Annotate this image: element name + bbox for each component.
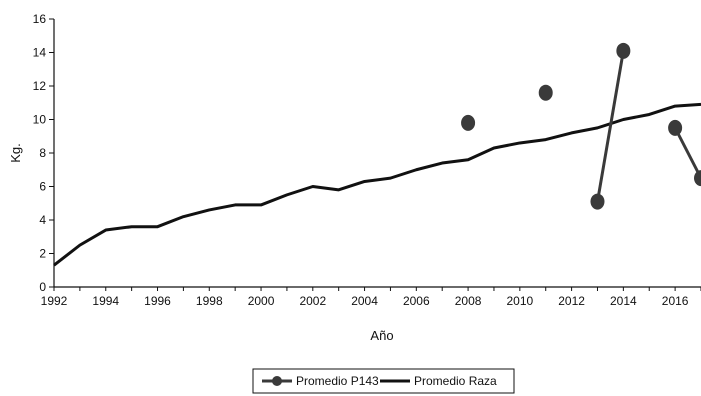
x-tick-label: 2000 [248,294,275,308]
data-point-promedio-p143 [694,170,701,187]
series-line-promedio-p143 [673,127,701,179]
x-tick-label: 2002 [299,294,326,308]
legend-box [252,368,515,394]
legend: Promedio P143 Promedio Raza [252,368,515,394]
x-tick-label: 1992 [41,294,68,308]
y-tick-label: 16 [33,12,47,26]
data-point-promedio-p143 [668,119,683,136]
x-tick-label: 2016 [662,294,689,308]
data-point-promedio-p143 [461,114,476,131]
data-point-promedio-p143 [538,84,553,101]
data-point-promedio-p143 [590,193,605,210]
x-tick-label: 2012 [558,294,585,308]
y-tick-label: 4 [39,213,46,227]
y-tick-label: 12 [33,79,47,93]
y-tick-label: 0 [39,280,46,294]
x-tick-label: 1994 [92,294,119,308]
y-axis-title: Kg. [8,143,23,163]
y-tick-label: 10 [33,113,47,127]
y-tick-label: 2 [39,247,46,261]
x-tick-label: 1998 [196,294,223,308]
y-tick-label: 8 [39,146,46,160]
axes: 0 2 4 6 8 10 12 14 16 1992 1994 1996 1998 2000 2002 200… [33,12,701,308]
y-tick-label: 6 [39,180,46,194]
series-line-promedio-raza [53,102,701,267]
legend-marker-p143 [272,376,282,386]
x-tick-label: 2010 [506,294,533,308]
y-tick-label: 14 [33,46,47,60]
data-point-promedio-p143 [616,42,631,59]
x-tick-label: 2004 [351,294,378,308]
plot-area [53,42,701,267]
x-tick-label: 2008 [455,294,482,308]
series-line-promedio-p143 [596,50,625,202]
x-axis-title: Año [370,328,393,343]
x-tick-label: 2006 [403,294,430,308]
legend-label-p143: Promedio P143 [296,374,379,388]
x-tick-label: 1996 [144,294,171,308]
x-tick-label: 2014 [610,294,637,308]
legend-label-raza: Promedio Raza [414,374,497,388]
